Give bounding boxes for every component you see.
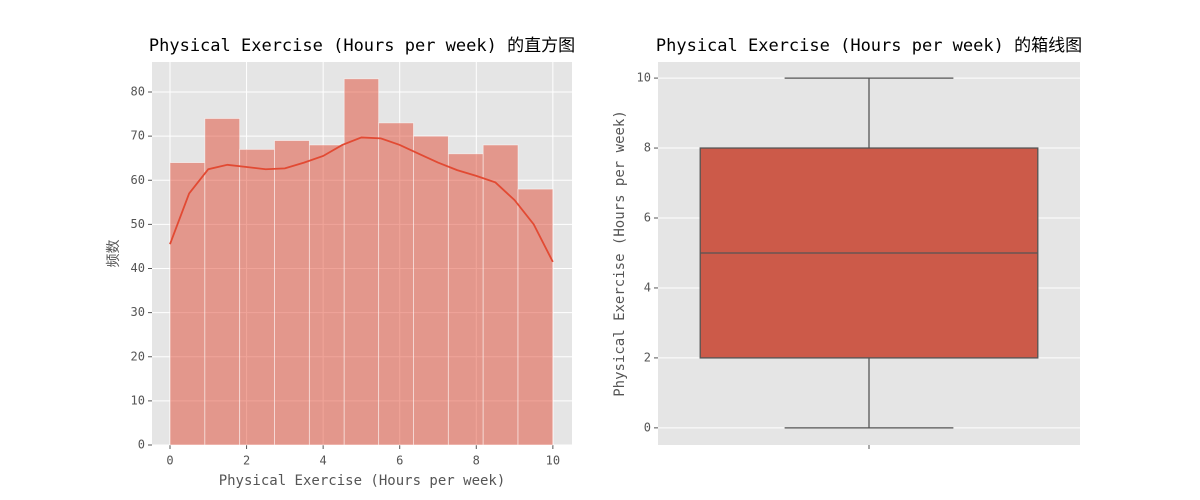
chart-title: Physical Exercise (Hours per week) 的直方图 <box>149 36 575 56</box>
y-tick-label: 50 <box>131 217 145 231</box>
plot-area: 0 10 20 30 40 50 60 70 80 0 2 4 6 8 10 <box>131 62 572 468</box>
x-tick-label: 2 <box>243 454 250 468</box>
x-tick-label: 6 <box>396 454 403 468</box>
y-tick-label: 20 <box>131 349 145 363</box>
y-tick-label: 70 <box>131 129 145 143</box>
x-tick-label: 10 <box>546 454 560 468</box>
chart-title: Physical Exercise (Hours per week) 的箱线图 <box>656 36 1082 56</box>
y-tick-label: 8 <box>644 141 651 155</box>
y-tick-label: 30 <box>131 305 145 319</box>
y-tick-label: 10 <box>637 71 651 85</box>
x-tick-label: 0 <box>166 454 173 468</box>
bar <box>413 135 449 446</box>
y-tick-label: 6 <box>644 210 651 224</box>
x-axis-label: Physical Exercise (Hours per week) <box>219 473 506 489</box>
bar <box>343 78 380 446</box>
y-tick-label: 10 <box>131 393 145 407</box>
bar <box>482 144 519 446</box>
x-tick-label: 8 <box>473 454 480 468</box>
x-tick-label: 4 <box>320 454 327 468</box>
kde-line <box>169 136 554 263</box>
y-tick-label: 80 <box>131 85 145 99</box>
y-axis-label: Physical Exercise (Hours per week) <box>612 110 628 397</box>
y-tick-label: 4 <box>644 280 651 294</box>
bar <box>274 140 310 446</box>
bar <box>239 148 275 446</box>
y-tick-label: 2 <box>644 350 651 364</box>
y-axis-label: 频数 <box>106 240 122 268</box>
y-tick-label: 0 <box>644 420 651 434</box>
bar <box>204 118 241 446</box>
bar <box>447 153 484 446</box>
bar <box>517 188 554 446</box>
y-tick-label: 0 <box>138 438 145 452</box>
bar <box>378 122 414 446</box>
bar <box>169 162 206 446</box>
plot-area: 0 2 4 6 8 10 <box>637 62 1080 449</box>
y-tick-label: 60 <box>131 173 145 187</box>
y-tick-label: 40 <box>131 261 145 275</box>
bar <box>308 144 345 446</box>
